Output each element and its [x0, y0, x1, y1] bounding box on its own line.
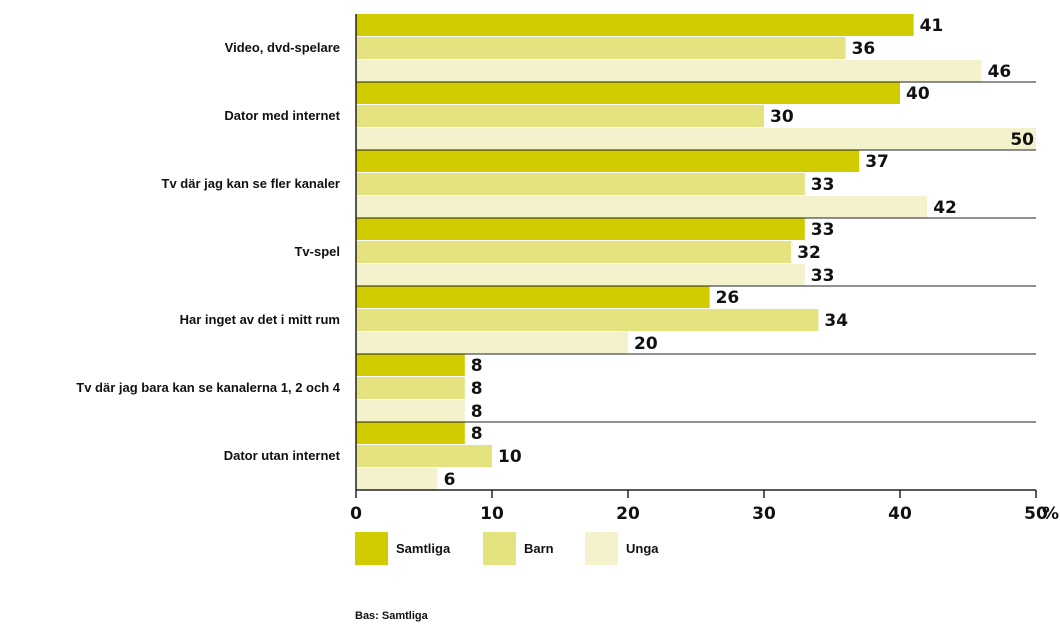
bar-barn-1	[356, 37, 846, 59]
data-label: 50	[1010, 130, 1034, 150]
data-label: 8	[471, 356, 483, 376]
data-label: 10	[498, 447, 522, 467]
bar-samtliga-4	[356, 218, 805, 240]
footnote: Bas: Samtliga	[355, 610, 428, 622]
x-tick-label: 50	[1024, 504, 1048, 524]
bar-samtliga-5	[356, 286, 710, 308]
bar-unga-3	[356, 196, 928, 218]
x-tick-label: 10	[480, 504, 504, 524]
data-label: 34	[824, 311, 848, 331]
bar-unga-7	[356, 468, 438, 490]
data-label: 40	[906, 84, 930, 104]
legend-label-samtliga: Samtliga	[396, 541, 451, 556]
data-label: 36	[852, 39, 876, 59]
data-label: 32	[797, 243, 821, 263]
bar-unga-2	[356, 128, 1036, 150]
legend-swatch-samtliga	[355, 532, 388, 565]
data-label: 46	[988, 62, 1012, 82]
bar-samtliga-6	[356, 354, 465, 376]
data-label: 41	[920, 16, 944, 36]
data-label: 30	[770, 107, 794, 127]
data-label: 8	[471, 379, 483, 399]
legend-item-samtliga: Samtliga	[355, 532, 483, 565]
data-label: 8	[471, 402, 483, 422]
bar-samtliga-7	[356, 422, 465, 444]
bar-unga-1	[356, 60, 982, 82]
x-tick-label: 20	[616, 504, 640, 524]
bar-barn-5	[356, 309, 819, 331]
bar-samtliga-3	[356, 150, 860, 172]
bar-unga-4	[356, 264, 805, 286]
legend-label-barn: Barn	[524, 541, 554, 556]
x-tick-label: 30	[752, 504, 776, 524]
category-label: Tv där jag bara kan se kanalerna 1, 2 oc…	[76, 380, 341, 395]
legend-label-unga: Unga	[626, 541, 659, 556]
bar-unga-6	[356, 400, 465, 422]
category-label: Har inget av det i mitt rum	[180, 312, 340, 327]
legend-item-barn: Barn	[483, 532, 585, 565]
data-label: 33	[811, 175, 835, 195]
bar-barn-6	[356, 377, 465, 399]
x-tick-label: 0	[350, 504, 362, 524]
bar-samtliga-1	[356, 14, 914, 36]
category-label: Tv där jag kan se fler kanaler	[162, 176, 340, 191]
category-label: Video, dvd-spelare	[225, 40, 340, 55]
x-tick-label: 40	[888, 504, 912, 524]
data-label: 20	[634, 334, 658, 354]
legend-swatch-barn	[483, 532, 516, 565]
bar-barn-7	[356, 445, 492, 467]
bar-samtliga-2	[356, 82, 900, 104]
bar-barn-4	[356, 241, 792, 263]
bar-unga-5	[356, 332, 628, 354]
data-label: 8	[471, 424, 483, 444]
legend: Samtliga Barn Unga	[355, 532, 659, 565]
bar-barn-2	[356, 105, 764, 127]
data-label: 33	[811, 266, 835, 286]
legend-swatch-unga	[585, 532, 618, 565]
data-label: 33	[811, 220, 835, 240]
data-label: 42	[933, 198, 957, 218]
category-label: Tv-spel	[294, 244, 340, 259]
category-label: Dator med internet	[224, 108, 340, 123]
data-label: 37	[865, 152, 889, 172]
data-label: 6	[444, 470, 456, 490]
bar-barn-3	[356, 173, 805, 195]
x-unit-label: %	[1042, 504, 1059, 524]
data-label: 26	[716, 288, 740, 308]
category-label: Dator utan internet	[224, 448, 341, 463]
legend-item-unga: Unga	[585, 532, 659, 565]
